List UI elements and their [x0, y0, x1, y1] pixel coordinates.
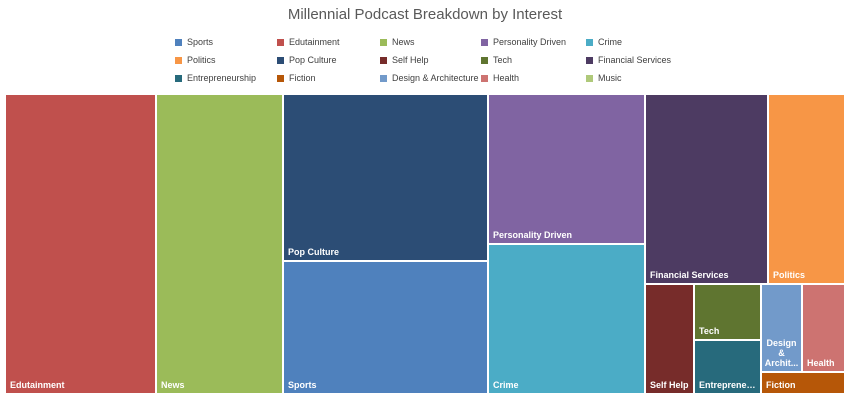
legend-item-personality-driven: Personality Driven	[481, 34, 566, 50]
legend-swatch-tech	[481, 56, 488, 64]
legend-swatch-news	[380, 38, 387, 46]
tile-label-financial-services: Financial Services	[650, 270, 729, 280]
tile-label-politics: Politics	[773, 270, 806, 280]
tile-label-entrepreneurship: Entrepreneu...	[699, 380, 758, 390]
legend-label-edutainment: Edutainment	[289, 37, 340, 47]
legend-label-pop-culture: Pop Culture	[289, 55, 337, 65]
tile-label-design-and-architecture: Design & Archit...	[764, 338, 799, 368]
tile-edutainment[interactable]: Edutainment	[5, 94, 156, 394]
legend-label-tech: Tech	[493, 55, 513, 65]
tile-label-fiction: Fiction	[766, 380, 796, 390]
tile-crime[interactable]: Crime	[488, 244, 645, 394]
legend-label-personality-driven: Personality Driven	[493, 37, 567, 47]
legend-swatch-self-help	[380, 56, 387, 64]
treemap-plot-area: Edutainment News Pop Culture Sports Personal…	[5, 94, 845, 394]
legend-swatch-entrepreneurship	[175, 74, 182, 82]
legend-label-sports: Sports	[187, 37, 214, 47]
legend-label-music: Music	[598, 73, 622, 83]
legend-item-news: News	[380, 34, 415, 50]
tile-label-health: Health	[807, 358, 835, 368]
legend-item-edutainment: Edutainment	[277, 34, 340, 50]
tile-label-news: News	[161, 380, 185, 390]
tile-personality-driven[interactable]: Personality Driven	[488, 94, 645, 244]
tile-label-pop-culture: Pop Culture	[288, 247, 339, 257]
legend-swatch-personality-driven	[481, 38, 488, 46]
tile-fiction[interactable]: Fiction	[761, 372, 845, 394]
legend-label-news: News	[392, 37, 415, 47]
tile-health[interactable]: Health	[802, 284, 845, 372]
legend-swatch-crime	[586, 38, 593, 46]
legend-item-music: Music	[586, 70, 622, 86]
legend-item-sports: Sports	[175, 34, 213, 50]
tile-label-tech: Tech	[699, 326, 720, 336]
legend-swatch-sports	[175, 38, 182, 46]
legend-label-self-help: Self Help	[392, 55, 429, 65]
legend-item-pop-culture: Pop Culture	[277, 52, 337, 68]
tile-design-and-architecture[interactable]: Design & Archit...	[761, 284, 802, 372]
legend-swatch-health	[481, 74, 488, 82]
tile-pop-culture[interactable]: Pop Culture	[283, 94, 488, 261]
legend-item-politics: Politics	[175, 52, 216, 68]
legend-item-health: Health	[481, 70, 519, 86]
tile-label-personality-driven: Personality Driven	[493, 230, 573, 240]
legend-label-entrepreneurship: Entrepreneurship	[187, 73, 257, 83]
tile-financial-services[interactable]: Financial Services	[645, 94, 768, 284]
tile-label-edutainment: Edutainment	[10, 380, 65, 390]
legend-swatch-financial-services	[586, 56, 593, 64]
legend-label-health: Health	[493, 73, 520, 83]
tile-sports[interactable]: Sports	[283, 261, 488, 394]
legend-item-financial-services: Financial Services	[586, 52, 671, 68]
legend-swatch-pop-culture	[277, 56, 284, 64]
tile-self-help[interactable]: Self Help	[645, 284, 694, 394]
chart-legend: Sports Edutainment News Personality Driven C…	[175, 34, 695, 90]
legend-label-crime: Crime	[598, 37, 622, 47]
legend-item-crime: Crime	[586, 34, 622, 50]
legend-item-tech: Tech	[481, 52, 512, 68]
tile-label-crime: Crime	[493, 380, 519, 390]
tile-label-sports: Sports	[288, 380, 317, 390]
legend-item-fiction: Fiction	[277, 70, 316, 86]
legend-item-entrepreneurship: Entrepreneurship	[175, 70, 256, 86]
legend-swatch-edutainment	[277, 38, 284, 46]
legend-swatch-fiction	[277, 74, 284, 82]
legend-label-fiction: Fiction	[289, 73, 316, 83]
tile-entrepreneurship[interactable]: Entrepreneu...	[694, 340, 761, 394]
legend-item-self-help: Self Help	[380, 52, 429, 68]
tile-politics[interactable]: Politics	[768, 94, 845, 284]
legend-swatch-design-and-architecture	[380, 74, 387, 82]
legend-item-design-and-architecture: Design & Architecture	[380, 70, 479, 86]
legend-label-politics: Politics	[187, 55, 216, 65]
legend-swatch-music	[586, 74, 593, 82]
legend-swatch-politics	[175, 56, 182, 64]
legend-label-financial-services: Financial Services	[598, 55, 672, 65]
tile-news[interactable]: News	[156, 94, 283, 394]
tile-label-self-help: Self Help	[650, 380, 689, 390]
tile-tech[interactable]: Tech	[694, 284, 761, 340]
legend-label-design-and-architecture: Design & Architecture	[392, 73, 479, 83]
chart-title: Millennial Podcast Breakdown by Interest	[287, 6, 563, 23]
